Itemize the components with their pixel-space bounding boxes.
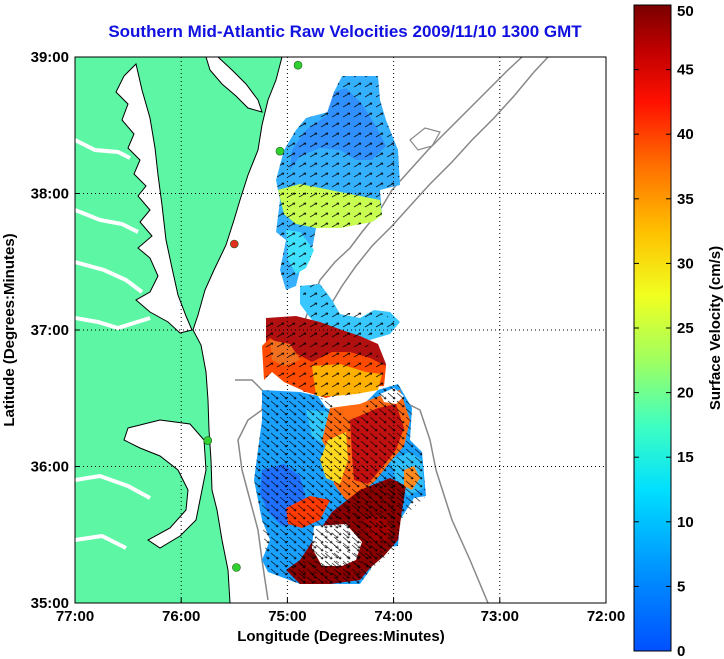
- x-tick-label: 73:00: [481, 608, 519, 625]
- x-tick-label: 76:00: [162, 608, 200, 625]
- colorbar-tick-label: 0: [677, 643, 685, 659]
- y-tick-label: 37:00: [31, 322, 69, 339]
- colorbar-tick-label: 30: [677, 255, 694, 272]
- colorbar-tick-label: 45: [677, 62, 694, 79]
- radar-station-marker: [230, 239, 239, 249]
- colorbar-tick-label: 5: [677, 578, 685, 595]
- y-tick-label: 38:00: [31, 186, 69, 203]
- delaware-bay: [205, 57, 263, 113]
- grid-lines: [75, 57, 606, 603]
- radar-stations: [203, 60, 303, 572]
- colorbar-tick-label: 40: [677, 126, 694, 143]
- chesapeake-bay: [115, 63, 193, 334]
- colorbar-tick-label: 15: [677, 449, 694, 466]
- x-tick-label: 77:00: [56, 608, 94, 625]
- x-tick-label: 75:00: [268, 608, 306, 625]
- colorbar-tick-label: 20: [677, 385, 694, 402]
- colorbar-tick-label: 10: [677, 514, 694, 531]
- y-tick-label: 39:00: [31, 49, 69, 66]
- pamlico-sound: [123, 419, 207, 549]
- x-axis-label: Longitude (Degrees:Minutes): [237, 628, 445, 645]
- colorbar-label: Surface Velocity (cm/s): [707, 246, 724, 410]
- radar-station-marker: [275, 146, 285, 156]
- radar-station-marker: [232, 563, 241, 572]
- radar-station-marker: [293, 60, 303, 70]
- y-axis-ticks: 39:00 38:00 37:00 36:00 35:00: [31, 49, 80, 612]
- radar-station-marker: [203, 436, 213, 445]
- velocity-arrows: [254, 76, 426, 584]
- colorbar-ticks: 0 5 10 15 20 25 30 35 40 45 50: [634, 3, 694, 659]
- x-tick-label: 72:00: [587, 608, 625, 625]
- colorbar-tick-label: 35: [677, 191, 694, 208]
- y-axis-label: Latitude (Degrees:Minutes): [1, 233, 18, 426]
- x-tick-label: 74:00: [374, 608, 412, 625]
- x-axis-ticks: 77:00 76:00 75:00 74:00 73:00 72:00: [56, 598, 625, 625]
- y-tick-label: 35:00: [31, 595, 69, 612]
- map-plot-area: [75, 57, 606, 603]
- y-tick-label: 36:00: [31, 459, 69, 476]
- colorbar-tick-label: 25: [677, 320, 694, 337]
- colorbar-tick-label: 50: [677, 3, 694, 20]
- colorbar: [633, 4, 672, 652]
- map-title: Southern Mid-Atlantic Raw Velocities 200…: [108, 22, 582, 41]
